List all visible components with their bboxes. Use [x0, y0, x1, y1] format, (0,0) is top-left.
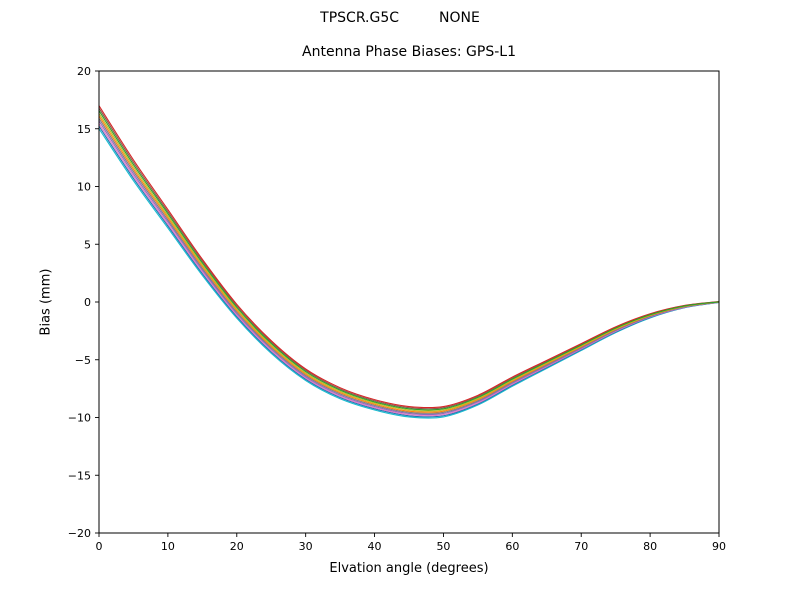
axes-frame	[98, 70, 720, 534]
axes-title: Antenna Phase Biases: GPS-L1	[302, 44, 516, 60]
suptitle-radome-name: NONE	[439, 10, 480, 26]
y-tick-label: 20	[77, 65, 91, 78]
x-tick-label: 50	[436, 540, 450, 553]
series-line-line-03	[98, 123, 720, 417]
x-tick-label: 0	[96, 540, 103, 553]
y-tick-label: −15	[68, 469, 91, 482]
y-tick-label: −5	[75, 354, 91, 367]
x-tick-label: 80	[643, 540, 657, 553]
y-tick-label: −20	[68, 527, 91, 540]
y-tick-label: 5	[84, 238, 91, 251]
series-line-line-05	[98, 117, 720, 415]
x-axis-label: Elvation angle (degrees)	[329, 561, 489, 576]
x-tick-label: 30	[299, 540, 313, 553]
y-tick-label: 10	[77, 181, 91, 194]
series-line-line-01	[98, 128, 720, 419]
x-tick-label: 40	[368, 540, 382, 553]
x-tick-label: 10	[161, 540, 175, 553]
x-tick-label: 90	[712, 540, 726, 553]
figure-suptitle: TPSCR.G5C NONE	[0, 9, 800, 27]
y-tick-label: 0	[84, 296, 91, 309]
y-tick-label: −10	[68, 412, 91, 425]
series-line-line-02	[98, 125, 720, 418]
x-tick-label: 20	[230, 540, 244, 553]
y-tick-label: 15	[77, 123, 91, 136]
suptitle-antenna-name: TPSCR.G5C	[320, 10, 400, 26]
x-tick-label: 70	[574, 540, 588, 553]
series-line-line-07	[98, 112, 720, 412]
y-axis-label: Bias (mm)	[38, 268, 54, 336]
series-line-line-10	[98, 110, 720, 411]
series-line-line-09	[98, 105, 720, 409]
series-line-line-04	[98, 120, 720, 416]
x-tick-label: 60	[505, 540, 519, 553]
series-line-line-06	[98, 115, 720, 413]
